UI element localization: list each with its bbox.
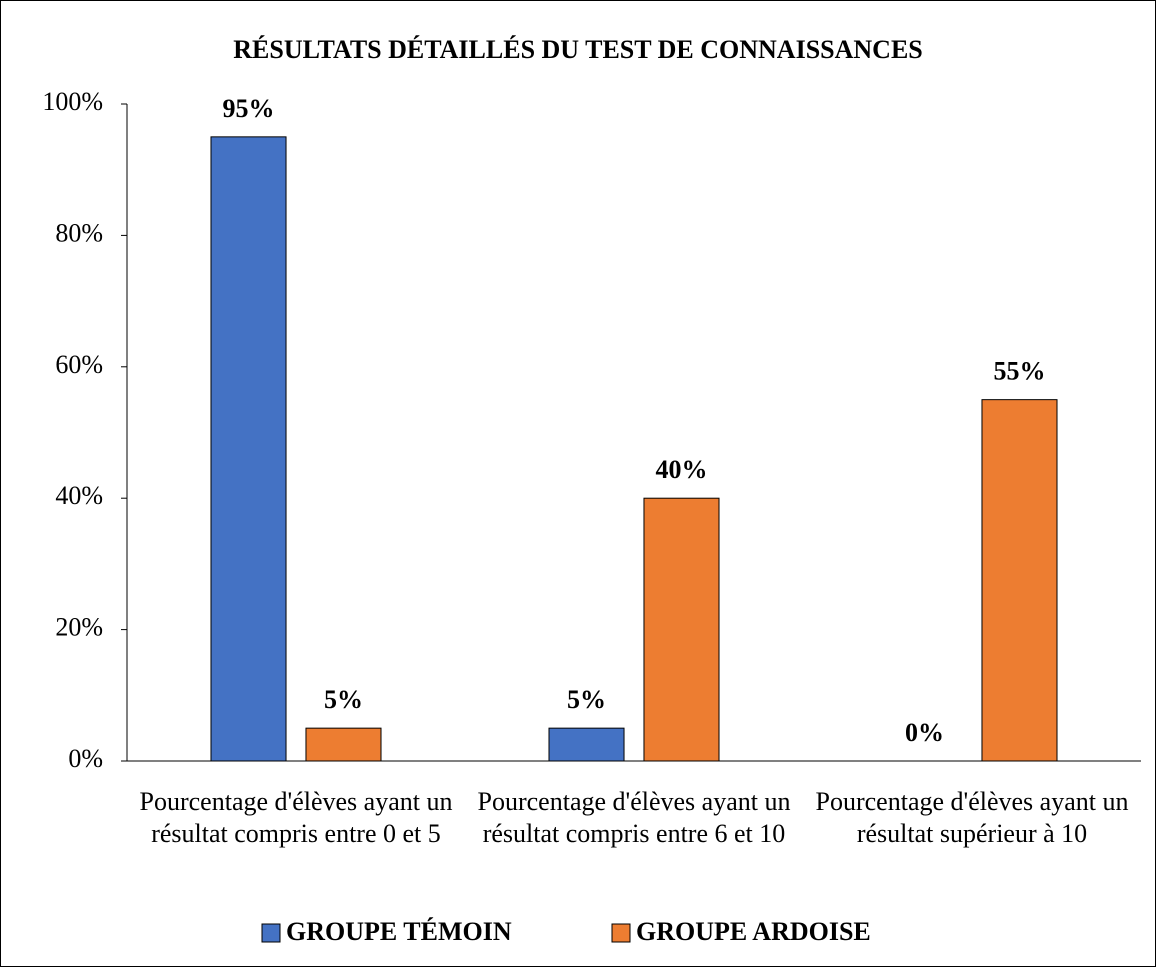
legend-swatch	[261, 923, 281, 943]
y-tick-label: 60%	[55, 350, 103, 379]
data-label: 0%	[905, 718, 944, 747]
data-label: 5%	[567, 685, 606, 714]
bar	[643, 497, 720, 762]
y-tick-label: 20%	[55, 613, 103, 642]
y-tick-label: 0%	[68, 744, 103, 773]
x-tick-label: Pourcentage d'élèves ayant un résultat c…	[139, 787, 453, 848]
data-label: 40%	[655, 455, 707, 484]
y-tick-label: 100%	[42, 87, 103, 116]
bar	[210, 136, 287, 762]
legend-swatch	[611, 923, 631, 943]
y-tick-label: 40%	[55, 481, 103, 510]
data-label: 55%	[993, 357, 1045, 386]
bar	[981, 399, 1058, 762]
bar	[305, 727, 382, 762]
legend-label: GROUPE ARDOISE	[636, 917, 871, 946]
x-tick-label: Pourcentage d'élèves ayant un résultat s…	[815, 787, 1129, 848]
x-tick-label: Pourcentage d'élèves ayant un résultat c…	[477, 787, 791, 848]
data-label: 95%	[223, 94, 275, 123]
legend-label: GROUPE TÉMOIN	[286, 917, 512, 946]
y-tick-label: 80%	[55, 218, 103, 247]
bar	[548, 727, 625, 762]
chart-title: RÉSULTATS DÉTAILLÉS DU TEST DE CONNAISSA…	[233, 35, 923, 64]
data-label: 5%	[324, 685, 363, 714]
